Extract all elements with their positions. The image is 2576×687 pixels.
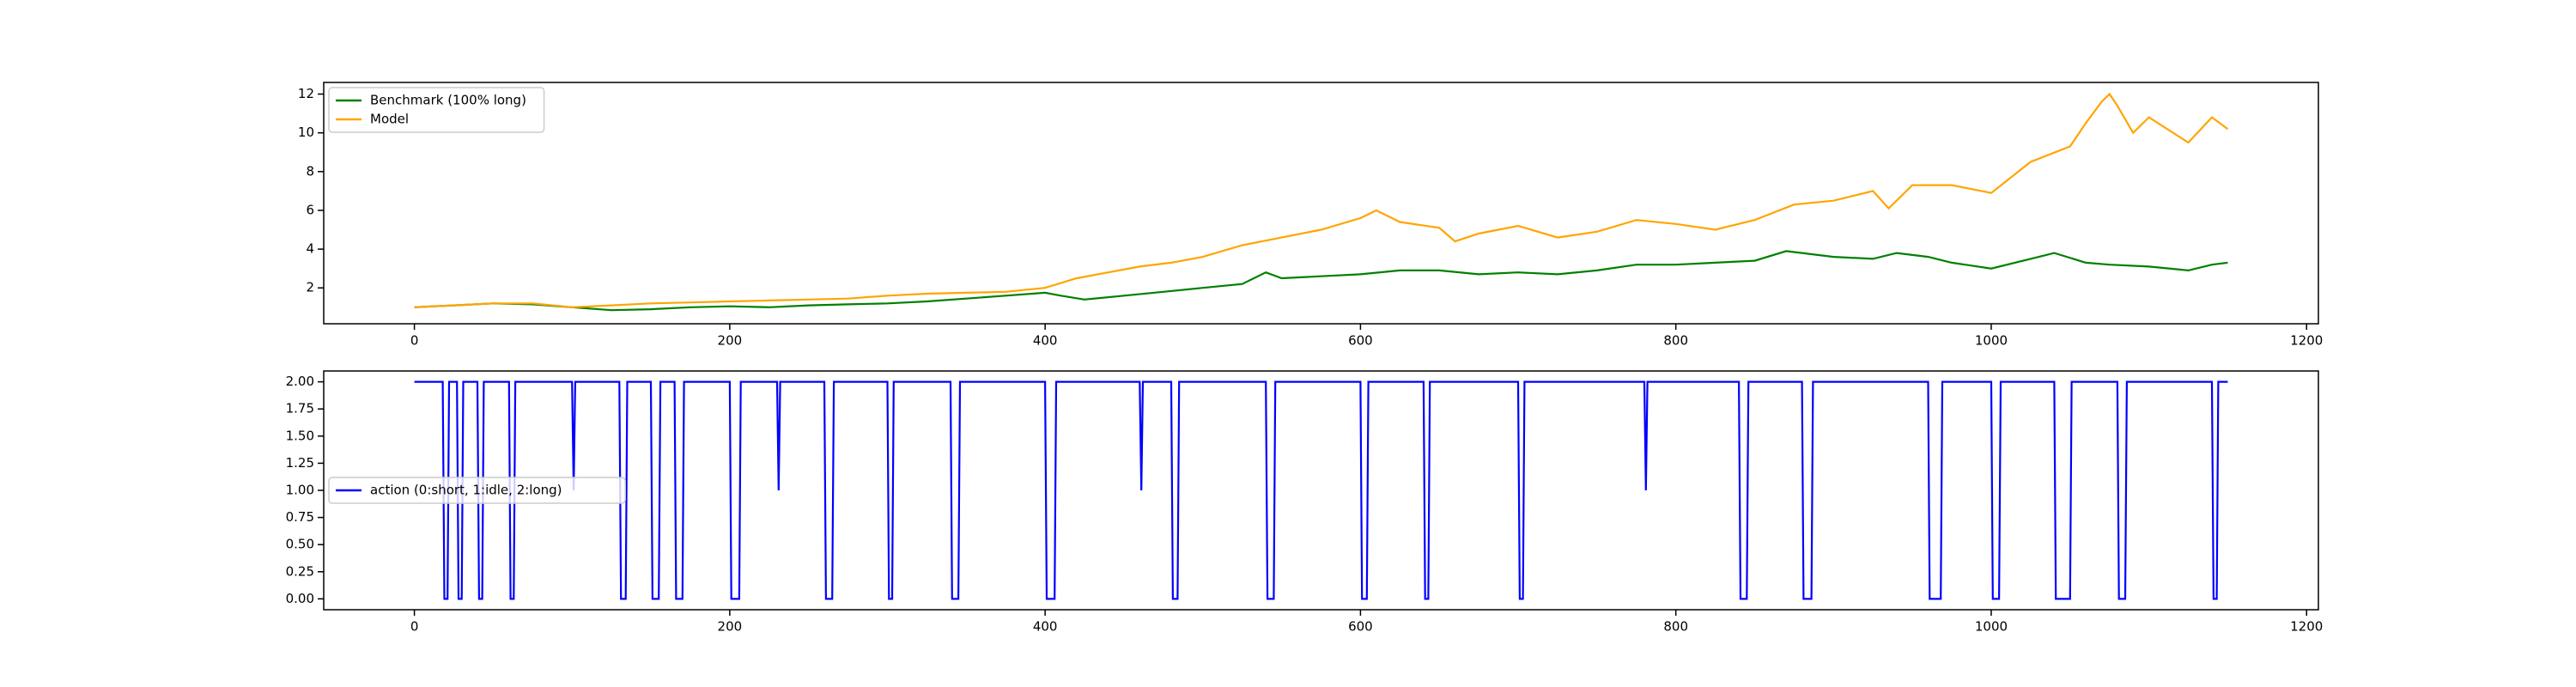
x-tick-label: 200 (718, 619, 743, 635)
y-tick-label: 0.00 (286, 591, 314, 606)
y-tick-label: 2.00 (286, 374, 314, 389)
legend-box (328, 87, 545, 133)
y-tick-label: 8 (306, 163, 314, 179)
y-tick-label: 12 (298, 86, 314, 101)
x-tick-label: 400 (1033, 333, 1058, 349)
x-tick-label: 0 (410, 619, 419, 635)
y-tick-label: 1.00 (286, 483, 314, 498)
data-line (414, 92, 2229, 308)
x-tick-label: 400 (1033, 619, 1058, 635)
x-tick-label: 1000 (1975, 333, 2008, 349)
legend-box (328, 477, 626, 504)
y-tick-label: 6 (306, 202, 314, 217)
x-tick-label: 600 (1348, 333, 1373, 349)
x-tick-label: 800 (1663, 333, 1688, 349)
legend-label: Benchmark (100% long) (370, 93, 526, 108)
y-tick-label: 10 (298, 125, 314, 140)
x-tick-label: 200 (718, 333, 743, 349)
y-tick-label: 2 (306, 280, 314, 295)
legend-label: action (0:short, 1:idle, 2:long) (370, 483, 562, 498)
data-line (414, 250, 2228, 312)
x-tick-label: 0 (410, 333, 419, 349)
y-tick-label: 1.75 (286, 401, 314, 416)
legend-label: Model (370, 112, 409, 127)
x-tick-label: 1200 (2290, 333, 2323, 349)
x-tick-label: 800 (1663, 619, 1688, 635)
x-tick-label: 600 (1348, 619, 1373, 635)
y-tick-label: 1.25 (286, 455, 314, 471)
x-tick-label: 1000 (1975, 619, 2008, 635)
y-tick-label: 1.50 (286, 428, 314, 443)
axes-frame (323, 82, 2319, 325)
y-tick-label: 0.50 (286, 537, 314, 552)
y-tick-label: 4 (306, 241, 314, 257)
x-tick-label: 1200 (2290, 619, 2323, 635)
axes-frame (323, 370, 2319, 611)
y-tick-label: 0.25 (286, 563, 314, 579)
data-line (414, 380, 2228, 600)
y-tick-label: 0.75 (286, 509, 314, 525)
